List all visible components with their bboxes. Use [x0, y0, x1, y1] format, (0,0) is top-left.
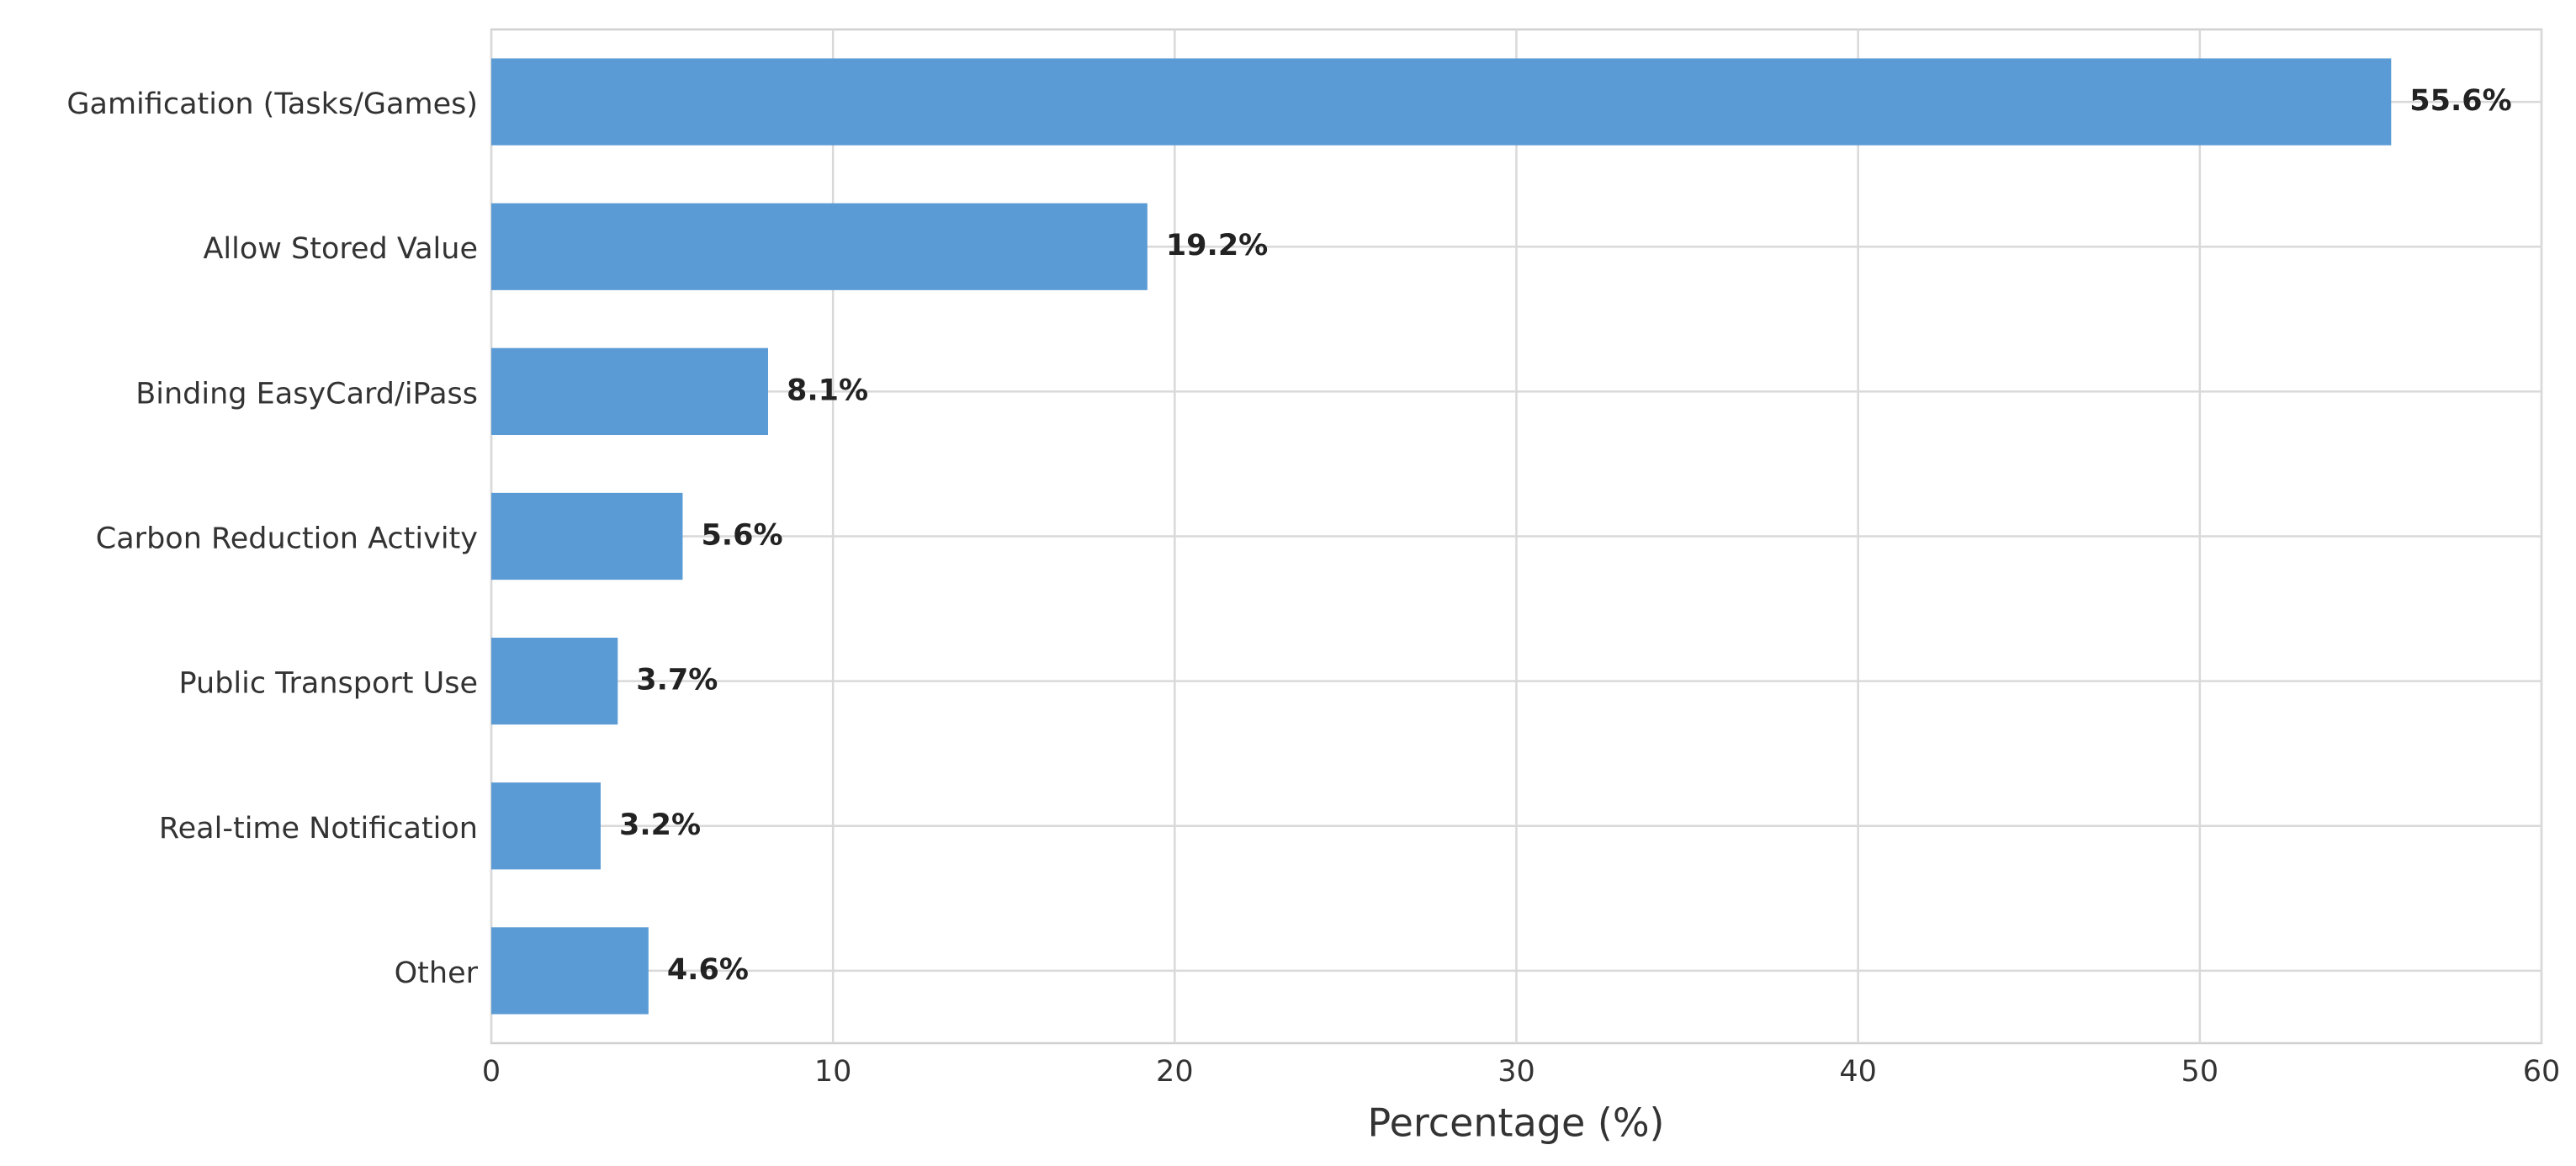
- x-tick-label: 40: [1839, 1055, 1877, 1089]
- value-label: 3.7%: [636, 664, 718, 697]
- y-tick-label: Binding EasyCard/iPass: [135, 377, 478, 411]
- y-tick-label: Public Transport Use: [179, 667, 478, 701]
- value-label: 4.6%: [667, 953, 749, 987]
- x-tick-label: 60: [2523, 1055, 2561, 1089]
- value-label: 8.1%: [787, 374, 868, 407]
- bar: [491, 58, 2392, 146]
- bar: [491, 927, 649, 1015]
- bar: [491, 492, 683, 580]
- x-tick-label: 10: [814, 1055, 852, 1089]
- value-label: 3.2%: [619, 808, 701, 842]
- value-label: 55.6%: [2409, 84, 2511, 118]
- x-tick-label: 0: [482, 1055, 501, 1089]
- x-axis-label: Percentage (%): [1368, 1100, 1665, 1146]
- y-tick-label: Gamification (Tasks/Games): [66, 87, 478, 121]
- value-label: 5.6%: [701, 519, 782, 553]
- bar: [491, 203, 1148, 290]
- bar: [491, 782, 601, 870]
- y-tick-label: Other: [395, 957, 479, 990]
- value-label: 19.2%: [1166, 229, 1268, 262]
- y-tick-label: Carbon Reduction Activity: [96, 522, 478, 556]
- x-tick-label: 30: [1497, 1055, 1535, 1089]
- bar: [491, 638, 618, 725]
- bar: [491, 347, 768, 435]
- y-tick-label: Allow Stored Value: [203, 232, 478, 266]
- x-tick-label: 50: [2181, 1055, 2219, 1089]
- x-tick-label: 20: [1156, 1055, 1194, 1089]
- y-tick-label: Real-time Notification: [159, 812, 478, 845]
